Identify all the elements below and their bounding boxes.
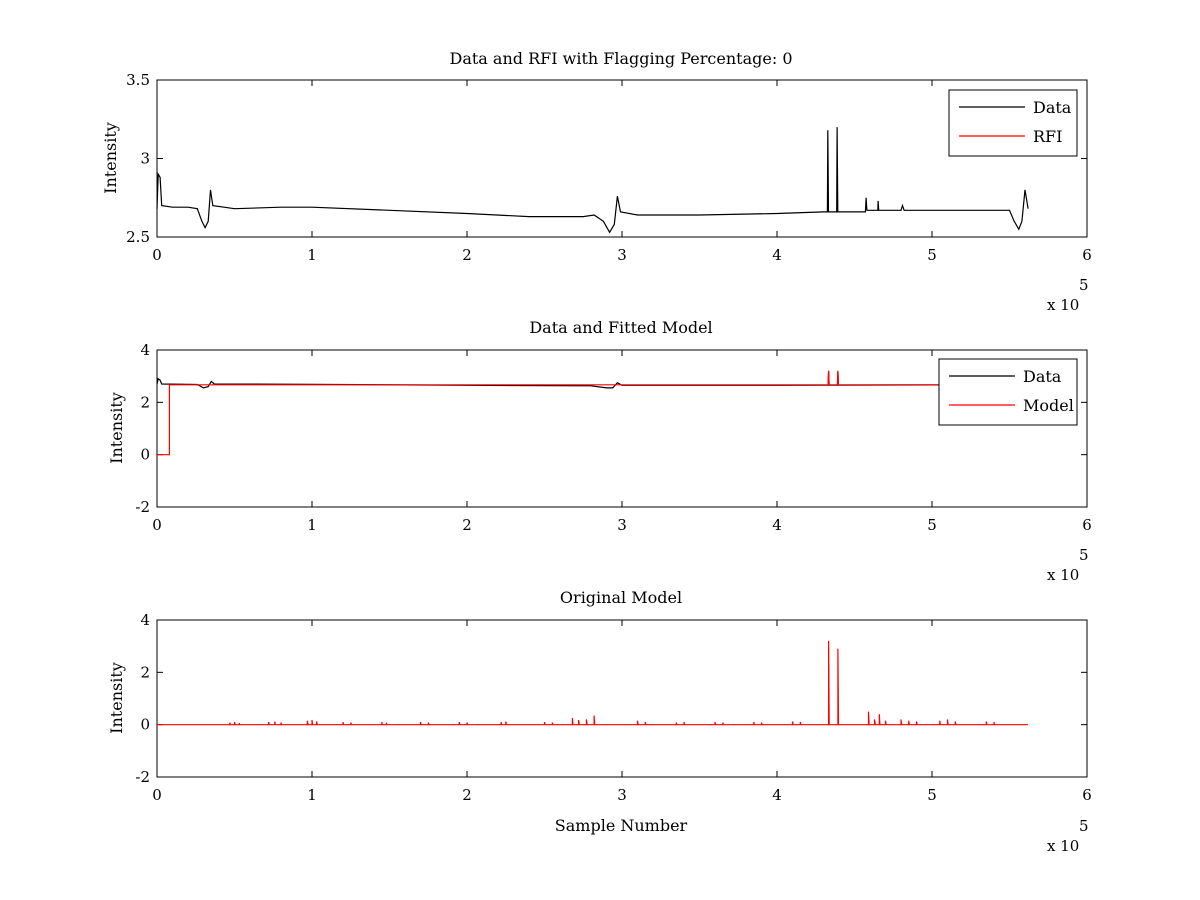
chart-title: Original Model [560, 588, 682, 607]
x-tick-label: 5 [927, 516, 937, 534]
x-tick-label: 5 [927, 786, 937, 804]
chart-panel-2: Data and Fitted Model Intensity 0 1 2 3 4 5 6 -… [107, 318, 1092, 584]
x-tick-label: 3 [617, 516, 627, 534]
x-tick-label: 0 [152, 786, 162, 804]
x-tick-label: 2 [462, 246, 472, 264]
x-tick-label: 1 [307, 786, 317, 804]
x-axis-label: Sample Number [555, 816, 688, 835]
x-tick-label: 3 [617, 786, 627, 804]
x-multiplier-label: x 10 [1047, 837, 1079, 855]
y-tick-label: -2 [135, 768, 150, 786]
x-multiplier-exponent: 5 [1079, 546, 1089, 564]
y-axis-label: Intensity [107, 662, 126, 734]
series-line-model [157, 370, 1029, 456]
y-tick-label: 2 [140, 663, 150, 681]
y-tick-label: 2 [140, 393, 150, 411]
x-multiplier-label: x 10 [1047, 296, 1079, 314]
legend-label: Model [1023, 396, 1074, 415]
x-tick-label: 5 [927, 246, 937, 264]
chart-title: Data and RFI with Flagging Percentage: 0 [449, 49, 792, 68]
y-tick-label: -2 [135, 498, 150, 516]
x-tick-label: 2 [462, 786, 472, 804]
x-tick-label: 6 [1082, 516, 1092, 534]
x-tick-label: 6 [1082, 786, 1092, 804]
x-multiplier-label: x 10 [1047, 566, 1079, 584]
x-tick-label: 4 [772, 246, 782, 264]
x-tick-label: 0 [152, 516, 162, 534]
x-tick-label: 2 [462, 516, 472, 534]
legend-label: RFI [1033, 127, 1062, 146]
y-tick-label: 0 [140, 716, 150, 734]
x-tick-label: 1 [307, 516, 317, 534]
y-tick-label: 3.5 [126, 71, 150, 89]
chart-title: Data and Fitted Model [529, 318, 712, 337]
x-multiplier-exponent: 5 [1079, 817, 1089, 835]
y-tick-label: 0 [140, 446, 150, 464]
legend-label: Data [1023, 367, 1062, 386]
chart-panel-3: Original Model Intensity Sample Number 0… [107, 588, 1092, 855]
chart-panel-1: Data and RFI with Flagging Percentage: 0… [101, 49, 1092, 314]
y-axis-label: Intensity [101, 122, 120, 194]
x-tick-label: 1 [307, 246, 317, 264]
x-multiplier-exponent: 5 [1079, 276, 1089, 294]
legend-label: Data [1033, 98, 1072, 117]
x-tick-label: 3 [617, 246, 627, 264]
series-line-model [157, 640, 1029, 726]
y-tick-label: 3 [140, 150, 150, 168]
y-tick-label: 4 [140, 341, 150, 359]
series-line-data [156, 127, 1029, 234]
legend: Data RFI [948, 89, 1078, 157]
x-tick-label: 4 [772, 786, 782, 804]
y-tick-label: 4 [140, 611, 150, 629]
x-tick-label: 0 [152, 246, 162, 264]
legend: Data Model [938, 358, 1078, 426]
plot-area: 0 1 2 3 4 5 6 2.5 3 3.5 Data RFI [126, 71, 1092, 264]
legend-box [938, 358, 1078, 426]
x-tick-label: 4 [772, 516, 782, 534]
y-tick-label: 2.5 [126, 228, 150, 246]
legend-box [948, 89, 1078, 157]
x-tick-label: 6 [1082, 246, 1092, 264]
y-axis-label: Intensity [107, 392, 126, 464]
